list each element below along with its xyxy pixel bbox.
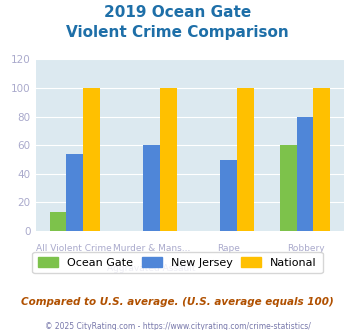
Text: All Violent Crime: All Violent Crime bbox=[36, 244, 112, 253]
Bar bbox=[220, 159, 237, 231]
Text: Violent Crime Comparison: Violent Crime Comparison bbox=[66, 25, 289, 40]
Text: Murder & Mans...: Murder & Mans... bbox=[113, 244, 190, 253]
Bar bbox=[143, 145, 160, 231]
Bar bbox=[296, 116, 313, 231]
Bar bbox=[50, 213, 66, 231]
Bar bbox=[83, 88, 100, 231]
Text: Aggravated Assault: Aggravated Assault bbox=[107, 264, 196, 273]
Text: 2019 Ocean Gate: 2019 Ocean Gate bbox=[104, 5, 251, 20]
Text: Compared to U.S. average. (U.S. average equals 100): Compared to U.S. average. (U.S. average … bbox=[21, 297, 334, 307]
Legend: Ocean Gate, New Jersey, National: Ocean Gate, New Jersey, National bbox=[32, 252, 323, 273]
Bar bbox=[66, 154, 83, 231]
Text: © 2025 CityRating.com - https://www.cityrating.com/crime-statistics/: © 2025 CityRating.com - https://www.city… bbox=[45, 322, 310, 330]
Text: Rape: Rape bbox=[217, 244, 240, 253]
Bar bbox=[313, 88, 330, 231]
Bar bbox=[280, 145, 296, 231]
Text: Robbery: Robbery bbox=[287, 244, 324, 253]
Bar bbox=[237, 88, 253, 231]
Bar bbox=[160, 88, 177, 231]
